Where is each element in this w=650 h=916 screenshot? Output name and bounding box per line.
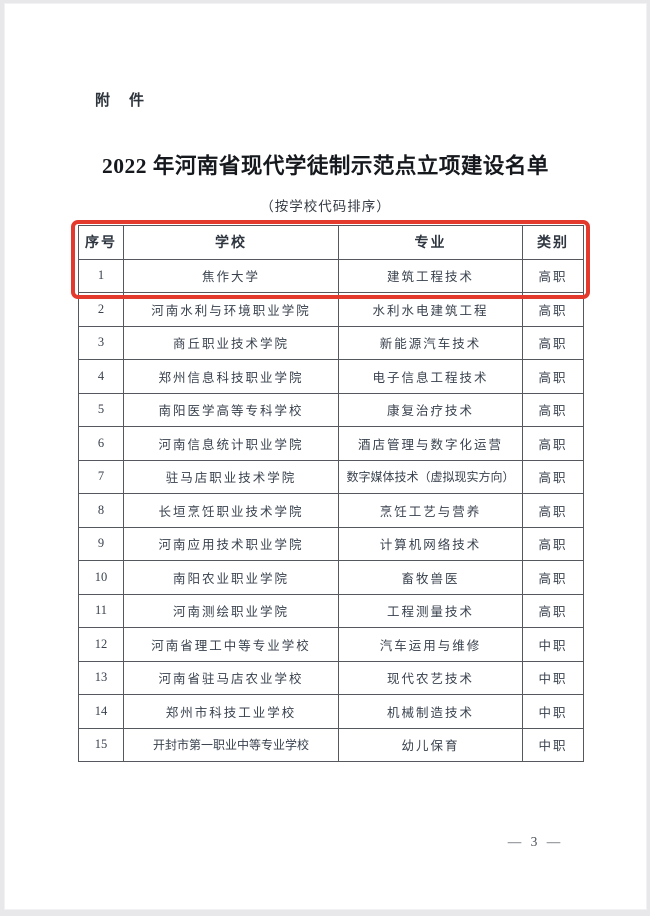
table-row: 13 河南省驻马店农业学校 现代农艺技术 中职 [78, 660, 584, 695]
cell-no: 4 [78, 359, 124, 394]
cell-category: 高职 [522, 359, 584, 394]
table-header-row: 序号 学校 专业 类别 [78, 225, 584, 260]
cell-major: 计算机网络技术 [338, 526, 523, 561]
cell-major: 电子信息工程技术 [338, 359, 523, 394]
table-row: 9 河南应用技术职业学院 计算机网络技术 高职 [78, 526, 584, 561]
cell-school: 焦作大学 [123, 258, 339, 293]
cell-school: 河南测绘职业学院 [123, 593, 339, 628]
cell-major: 数字媒体技术（虚拟现实方向） [338, 459, 523, 494]
cell-major: 畜牧兽医 [338, 560, 523, 595]
cell-school: 驻马店职业技术学院 [123, 459, 339, 494]
cell-school: 南阳农业职业学院 [123, 560, 339, 595]
cell-category: 高职 [522, 325, 584, 360]
cell-school: 长垣烹饪职业技术学院 [123, 493, 339, 528]
table-row: 10 南阳农业职业学院 畜牧兽医 高职 [78, 560, 584, 595]
table-row: 3 商丘职业技术学院 新能源汽车技术 高职 [78, 325, 584, 360]
table-row: 4 郑州信息科技职业学院 电子信息工程技术 高职 [78, 359, 584, 394]
cell-no: 5 [78, 392, 124, 427]
cell-major: 酒店管理与数字化运营 [338, 426, 523, 461]
page-number: — 3 — [507, 834, 564, 849]
cell-school: 河南省理工中等专业学校 [123, 627, 339, 662]
cell-major: 汽车运用与维修 [338, 627, 523, 662]
cell-major: 建筑工程技术 [338, 258, 523, 293]
cell-category: 中职 [522, 660, 584, 695]
cell-no: 1 [78, 258, 124, 293]
cell-major: 幼儿保育 [338, 727, 523, 762]
table-row: 7 驻马店职业技术学院 数字媒体技术（虚拟现实方向） 高职 [78, 459, 584, 494]
cell-category: 高职 [522, 258, 584, 293]
cell-school: 商丘职业技术学院 [123, 325, 339, 360]
attachment-label: 附 件 [95, 93, 147, 109]
column-header-category: 类别 [522, 225, 584, 260]
cell-no: 13 [78, 660, 124, 695]
cell-category: 高职 [522, 560, 584, 595]
table-row: 2 河南水利与环境职业学院 水利水电建筑工程 高职 [78, 292, 584, 327]
cell-school: 郑州信息科技职业学院 [123, 359, 339, 394]
roster-table-container: 序号 学校 专业 类别 1 焦作大学 建筑工程技术 高职 2 河南水利与环境职业学院 水利水… [71, 220, 590, 762]
table-row: 6 河南信息统计职业学院 酒店管理与数字化运营 高职 [78, 426, 584, 461]
roster-table: 序号 学校 专业 类别 1 焦作大学 建筑工程技术 高职 2 河南水利与环境职业学院 水利水… [78, 225, 584, 762]
cell-school: 开封市第一职业中等专业学校 [123, 727, 339, 762]
cell-no: 15 [78, 727, 124, 762]
cell-school: 河南信息统计职业学院 [123, 426, 339, 461]
cell-no: 2 [78, 292, 124, 327]
column-header-index: 序号 [78, 225, 124, 260]
cell-school: 河南水利与环境职业学院 [123, 292, 339, 327]
cell-major: 机械制造技术 [338, 694, 523, 729]
table-row: 15 开封市第一职业中等专业学校 幼儿保育 中职 [78, 727, 584, 762]
cell-category: 中职 [522, 694, 584, 729]
column-header-major: 专业 [338, 225, 523, 260]
table-row: 14 郑州市科技工业学校 机械制造技术 中职 [78, 694, 584, 729]
cell-category: 高职 [522, 292, 584, 327]
cell-major: 康复治疗技术 [338, 392, 523, 427]
cell-category: 高职 [522, 526, 584, 561]
cell-category: 高职 [522, 459, 584, 494]
cell-category: 高职 [522, 426, 584, 461]
cell-no: 12 [78, 627, 124, 662]
cell-no: 9 [78, 526, 124, 561]
cell-no: 7 [78, 459, 124, 494]
page-title: 2022 年河南省现代学徒制示范点立项建设名单 [102, 154, 549, 178]
page-subtitle: （按学校代码排序） [260, 199, 391, 214]
table-row: 5 南阳医学高等专科学校 康复治疗技术 高职 [78, 392, 584, 427]
table-body: 1 焦作大学 建筑工程技术 高职 2 河南水利与环境职业学院 水利水电建筑工程 高职 3 商丘职业… [78, 258, 584, 762]
cell-category: 中职 [522, 727, 584, 762]
cell-no: 11 [78, 593, 124, 628]
column-header-school: 学校 [123, 225, 339, 260]
cell-school: 河南省驻马店农业学校 [123, 660, 339, 695]
table-row: 8 长垣烹饪职业技术学院 烹饪工艺与营养 高职 [78, 493, 584, 528]
cell-category: 高职 [522, 392, 584, 427]
cell-major: 水利水电建筑工程 [338, 292, 523, 327]
cell-major: 工程测量技术 [338, 593, 523, 628]
cell-category: 高职 [522, 493, 584, 528]
cell-category: 高职 [522, 593, 584, 628]
cell-major: 烹饪工艺与营养 [338, 493, 523, 528]
cell-category: 中职 [522, 627, 584, 662]
cell-school: 郑州市科技工业学校 [123, 694, 339, 729]
cell-major: 新能源汽车技术 [338, 325, 523, 360]
cell-school: 河南应用技术职业学院 [123, 526, 339, 561]
cell-major: 现代农艺技术 [338, 660, 523, 695]
cell-no: 3 [78, 325, 124, 360]
table-row: 11 河南测绘职业学院 工程测量技术 高职 [78, 593, 584, 628]
document-page: 附 件 2022 年河南省现代学徒制示范点立项建设名单 （按学校代码排序） 序号… [4, 3, 647, 910]
cell-no: 6 [78, 426, 124, 461]
cell-no: 8 [78, 493, 124, 528]
cell-school: 南阳医学高等专科学校 [123, 392, 339, 427]
cell-no: 14 [78, 694, 124, 729]
table-row: 1 焦作大学 建筑工程技术 高职 [78, 258, 584, 293]
cell-no: 10 [78, 560, 124, 595]
table-row: 12 河南省理工中等专业学校 汽车运用与维修 中职 [78, 627, 584, 662]
